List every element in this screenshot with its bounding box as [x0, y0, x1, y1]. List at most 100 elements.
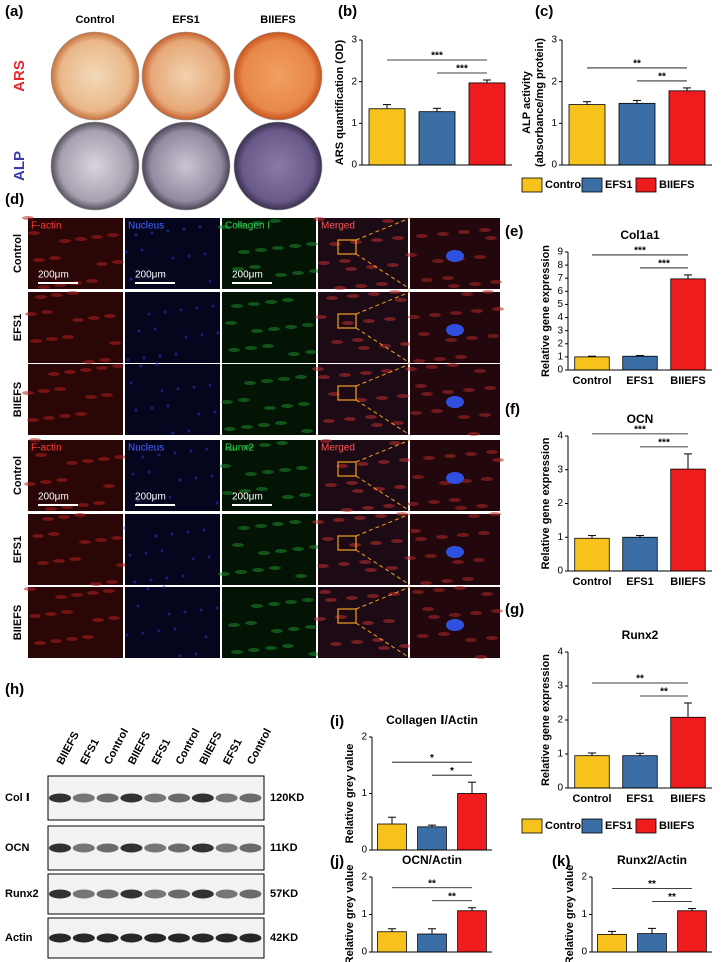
cell-signal — [312, 520, 324, 524]
cell-signal — [158, 354, 162, 358]
cell-signal — [251, 329, 263, 333]
cell-signal — [422, 607, 434, 611]
cell-signal — [370, 541, 382, 545]
cell-signal — [34, 641, 46, 645]
scale-bar-label: 200μm — [38, 492, 69, 503]
x-tick-label: BIIEFS — [670, 793, 705, 805]
micrograph — [125, 514, 220, 585]
cell-signal — [228, 348, 240, 352]
nucleus — [446, 250, 464, 262]
significance-label: *** — [634, 246, 646, 257]
cell-signal — [491, 609, 503, 613]
cell-signal — [149, 578, 153, 582]
cell-signal — [375, 514, 387, 518]
chart-title: OCN — [627, 412, 654, 426]
panel-label: (j) — [330, 853, 344, 870]
significance-label: ** — [658, 72, 666, 83]
cell-signal — [492, 458, 504, 462]
cell-signal — [245, 346, 257, 350]
row-label: EFS1 — [12, 536, 24, 564]
cell-signal — [125, 633, 129, 637]
bar — [568, 104, 606, 166]
zoom-line — [355, 586, 411, 610]
cell-signal — [98, 457, 110, 461]
row-label: BIIEFS — [12, 382, 24, 417]
cell-signal — [173, 627, 177, 631]
cell-signal — [43, 416, 55, 420]
blot-band — [49, 843, 71, 853]
cell-signal — [259, 443, 271, 447]
cell-signal — [383, 619, 395, 623]
cell-signal — [448, 284, 460, 288]
bar — [457, 910, 487, 953]
cell-signal — [40, 480, 52, 484]
cell-signal — [167, 612, 171, 616]
row-label: Control — [12, 456, 24, 495]
cell-signal — [42, 517, 54, 521]
channel-label: Nucleus — [128, 443, 164, 454]
cell-signal — [165, 576, 169, 580]
panel-label: (d) — [5, 191, 24, 208]
cell-signal — [258, 551, 270, 555]
blot-band — [168, 889, 190, 899]
cell-signal — [289, 520, 301, 524]
blot-band — [120, 843, 143, 853]
cell-signal — [161, 273, 165, 277]
cell-signal — [319, 590, 331, 594]
blot-band — [72, 843, 95, 853]
y-tick-label: 0 — [361, 845, 367, 856]
legend-swatch — [521, 818, 543, 834]
cell-signal — [53, 559, 65, 563]
blot-band — [239, 793, 262, 803]
cell-signal — [282, 644, 294, 648]
cell-signal — [213, 410, 217, 414]
cell-signal — [75, 412, 87, 416]
bar — [670, 716, 706, 789]
legend-label: BIIEFS — [659, 820, 694, 832]
cell-signal — [381, 369, 393, 373]
cell-signal — [55, 595, 67, 599]
scale-bar-label: 200μm — [38, 270, 69, 281]
cell-signal — [458, 415, 470, 419]
chart-title: OCN/Actin — [402, 853, 462, 867]
panel-label: (i) — [330, 713, 344, 730]
culture-dish — [50, 31, 140, 121]
cell-signal — [28, 231, 40, 235]
cell-signal — [215, 606, 219, 610]
scale-bar-label: 200μm — [135, 270, 166, 281]
cell-signal — [352, 338, 364, 342]
bar — [417, 933, 447, 953]
scale-bar-label: 200μm — [232, 270, 263, 281]
y-axis-label: (absorbance/mg protein) — [534, 38, 546, 167]
cell-signal — [129, 381, 133, 385]
blot-band — [144, 889, 167, 899]
bar — [670, 278, 706, 371]
cell-signal — [147, 470, 151, 474]
cell-signal — [474, 255, 486, 259]
micrograph — [318, 292, 408, 363]
channel-label: Merged — [321, 443, 355, 454]
cell-signal — [474, 369, 486, 373]
bar — [677, 910, 707, 953]
cell-signal — [238, 398, 250, 402]
cell-signal — [24, 587, 36, 591]
cell-signal — [216, 331, 220, 335]
cell-signal — [354, 516, 366, 520]
cell-signal — [124, 250, 128, 254]
cell-signal — [407, 502, 419, 506]
cell-signal — [258, 423, 270, 427]
chart-title: Runx2/Actin — [617, 853, 687, 867]
cell-signal — [382, 219, 394, 223]
cell-signal — [186, 530, 190, 534]
cell-signal — [405, 253, 417, 257]
micrograph — [28, 292, 123, 363]
x-tick-label: BIIEFS — [670, 375, 705, 387]
blot-band — [191, 843, 214, 853]
significance-label: ** — [633, 59, 641, 70]
y-tick-label: 3 — [551, 35, 557, 46]
cell-signal — [468, 432, 480, 436]
cell-signal — [442, 390, 454, 394]
cell-signal — [444, 454, 456, 458]
cell-signal — [365, 415, 377, 419]
y-tick-label: 1 — [551, 118, 557, 129]
